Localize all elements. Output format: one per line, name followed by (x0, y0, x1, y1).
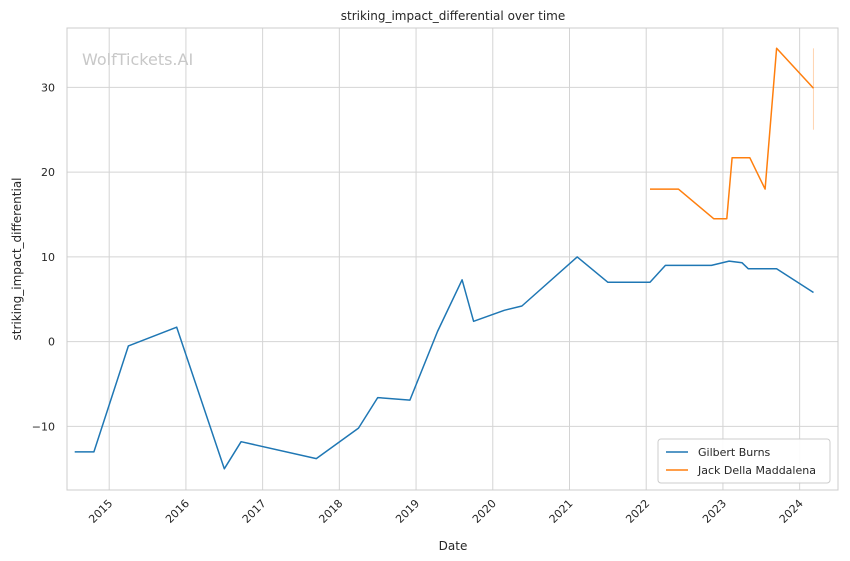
legend: Gilbert Burns Jack Della Maddalena (657, 438, 831, 484)
grid (67, 28, 838, 490)
y-tick-label: 0 (48, 336, 55, 349)
legend-label: Gilbert Burns (698, 446, 771, 459)
series-line-0 (74, 256, 814, 470)
y-tick-label: −10 (32, 420, 55, 433)
y-tick-label: 30 (41, 81, 55, 94)
x-axis-title: Date (439, 539, 468, 553)
plot-area-frame (66, 27, 839, 491)
y-axis-ticks: −10 0 10 20 30 (32, 81, 55, 433)
x-axis-ticks: 2015 2016 2017 2018 2019 2020 2021 2022 2023 2024 (86, 497, 805, 526)
series-line-1 (650, 47, 815, 220)
watermark: WolfTickets.AI (82, 50, 193, 69)
legend-label: Jack Della Maddalena (697, 464, 816, 477)
legend-box (657, 438, 831, 484)
y-tick-label: 10 (41, 251, 55, 264)
series-lines (74, 47, 815, 470)
chart-title: striking_impact_differential over time (341, 9, 566, 23)
y-axis-title: striking_impact_differential (10, 177, 24, 340)
y-tick-label: 20 (41, 166, 55, 179)
